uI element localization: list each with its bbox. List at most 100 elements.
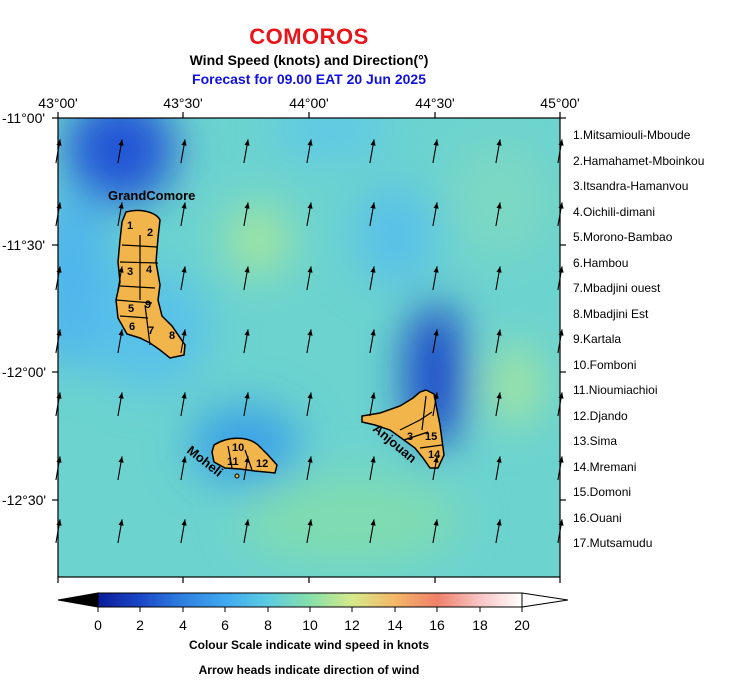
colorbar-tick-label: 18: [472, 617, 488, 633]
map-title: COMOROS: [249, 24, 369, 49]
wind-arrow-head: [433, 456, 439, 463]
wind-arrow-head: [307, 139, 313, 146]
colorbar-tick-label: 16: [429, 617, 445, 633]
region-number: 4: [146, 264, 153, 276]
wind-arrow-head: [118, 266, 124, 273]
wind-arrow-head: [181, 139, 187, 146]
lon-tick-label: 44°30': [415, 95, 455, 111]
colorbar-tick-label: 6: [221, 617, 229, 633]
wind-arrow-head: [433, 519, 439, 526]
map-subtitle: Wind Speed (knots) and Direction(°): [189, 52, 429, 68]
colorbar-tick-label: 0: [94, 617, 102, 633]
colorbar-tick-label: 4: [179, 617, 187, 633]
region-number: 8: [169, 330, 175, 342]
wind-arrow-head: [496, 266, 502, 273]
legend-item: 17.Mutsamudu: [573, 536, 653, 550]
wind-arrow-head: [370, 392, 376, 399]
wind-arrow-head: [181, 392, 187, 399]
legend-item: 13.Sima: [573, 434, 618, 448]
colorbar-tick-label: 2: [136, 617, 144, 633]
wind-arrow-head: [244, 202, 250, 209]
arrow-caption: Arrow heads indicate direction of wind: [198, 663, 420, 677]
wind-arrow-head: [307, 329, 313, 336]
legend-item: 12.Djando: [573, 408, 628, 423]
wind-arrow-head: [433, 392, 439, 399]
region-number: 15: [425, 431, 437, 443]
moheli-island: [211, 437, 278, 479]
colorbar-caption: Colour Scale indicate wind speed in knot…: [188, 638, 430, 652]
wind-arrow-head: [370, 139, 376, 146]
wind-arrow-head: [181, 329, 187, 336]
wind-arrow-head: [370, 329, 376, 336]
region-number: 10: [232, 442, 244, 454]
legend-item: 9.Kartala: [573, 332, 622, 346]
region-number: 9: [145, 299, 151, 311]
wind-arrow-head: [244, 139, 250, 146]
region-legend: 1.Mitsamiouli-Mboude 2.Hamahamet-Mboinko…: [573, 126, 704, 560]
wind-arrow-head: [370, 202, 376, 209]
colorbar-high-triangle: [521, 592, 569, 608]
legend-item: 1.Mitsamiouli-Mboude: [573, 128, 691, 142]
legend-item: 6.Hambou: [573, 255, 629, 270]
legend-item: 4.Oichili-dimani: [573, 204, 656, 219]
axis-ticks: [52, 112, 566, 583]
forecast-time: Forecast for 09.00 EAT 20 Jun 2025: [192, 71, 426, 87]
colorbar-tick-label: 20: [514, 617, 530, 633]
wind-arrow-head: [244, 456, 250, 463]
wind-arrow-head: [307, 456, 313, 463]
wind-arrow-head: [118, 202, 124, 209]
wind-arrow-head: [433, 329, 439, 336]
wind-arrow-head: [307, 202, 313, 209]
lon-tick-label: 45°00': [540, 95, 580, 111]
wind-arrow-head: [370, 266, 376, 273]
legend-item: 15.Domoni: [573, 485, 632, 499]
wind-arrow-head: [118, 456, 124, 463]
colorbar-tick-label: 8: [264, 617, 272, 633]
wind-arrow-head: [433, 266, 439, 273]
colorbar-tick-label: 12: [344, 617, 360, 633]
region-number: 14: [428, 449, 441, 461]
lon-tick-label: 44°00': [289, 95, 329, 111]
legend-item: 2.Hamahamet-Mboinkou: [573, 153, 705, 168]
wind-arrow-head: [307, 266, 313, 273]
wind-arrow-head: [118, 329, 124, 336]
wind-arrow-head: [118, 139, 124, 146]
lat-tick-label: -11°30': [2, 237, 46, 253]
wind-arrow-head: [496, 519, 502, 526]
legend-item: 5.Morono-Bambao: [573, 230, 673, 244]
wind-arrow-head: [181, 202, 187, 209]
region-number: 12: [256, 458, 268, 470]
region-number: 6: [129, 321, 135, 333]
legend-item: 7.Mbadjini ouest: [573, 281, 661, 295]
region-number: 3: [127, 266, 133, 278]
colorbar-tick-label: 14: [387, 617, 403, 633]
wind-arrow-head: [244, 266, 250, 273]
colorbar-low-triangle: [57, 592, 99, 608]
colorbar: [57, 592, 569, 612]
grande-comore-label: GrandComore: [108, 188, 195, 203]
wind-arrow-head: [244, 519, 250, 526]
region-number: 2: [147, 227, 153, 239]
colorbar-gradient: [97, 592, 523, 608]
legend-item: 11.Nioumiachioi: [573, 383, 658, 397]
lat-tick-label: -11°00': [2, 110, 46, 126]
wind-arrow-head: [118, 392, 124, 399]
lat-tick-label: -12°00': [2, 364, 47, 380]
lon-tick-label: 43°30': [163, 95, 203, 111]
region-number: 11: [227, 456, 239, 468]
legend-item: 10.Fomboni: [573, 357, 637, 372]
wind-arrow-head: [181, 266, 187, 273]
legend-item: 14.Mremani: [573, 459, 637, 474]
wind-arrow-head: [496, 202, 502, 209]
region-number: 7: [148, 325, 154, 337]
wind-arrow-head: [181, 456, 187, 463]
wind-arrow-head: [181, 519, 187, 526]
wind-arrow-head: [370, 519, 376, 526]
wind-arrow-head: [244, 392, 250, 399]
wind-arrow-head: [118, 519, 124, 526]
lon-tick-label: 43°00': [38, 95, 78, 111]
legend-item: 8.Mbadjini Est: [573, 306, 649, 321]
wind-speed-field: [58, 118, 560, 577]
wind-arrow-head: [370, 456, 376, 463]
